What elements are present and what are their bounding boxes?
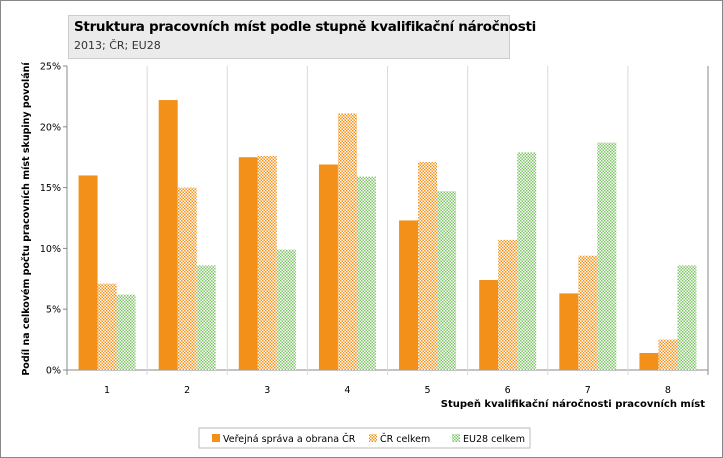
x-tick-label: 5 — [425, 385, 431, 396]
y-tick-label: 25% — [40, 62, 61, 73]
bar-3-3 — [276, 249, 296, 370]
bar-2-3 — [257, 155, 277, 370]
y-axis-label: Podíl na celkovém počtu pracovních míst … — [21, 62, 32, 376]
bar-3-8 — [677, 265, 697, 370]
bar-2-4 — [337, 113, 357, 370]
bar-1-8 — [639, 352, 659, 370]
x-tick-label: 1 — [104, 385, 110, 396]
bar-2-7 — [578, 255, 598, 370]
bar-2-1 — [97, 283, 117, 370]
bar-2-5 — [418, 162, 438, 370]
y-tick-label: 20% — [40, 122, 61, 133]
bar-1-7 — [559, 293, 579, 370]
bar-1-6 — [479, 280, 499, 370]
bar-1-1 — [78, 175, 98, 370]
y-tick-label: 10% — [40, 244, 61, 255]
chart-subtitle: 2013; ČR; EU28 — [74, 39, 161, 52]
bar-1-5 — [399, 220, 419, 370]
bar-1-3 — [238, 157, 258, 370]
legend-swatch — [212, 434, 220, 442]
x-tick-label: 8 — [665, 385, 671, 396]
x-tick-label: 2 — [184, 385, 190, 396]
title-box: Struktura pracovních míst podle stupně k… — [68, 15, 536, 59]
x-axis-label: Stupeň kvalifikační náročnosti pracovníc… — [441, 398, 705, 410]
bar-1-2 — [158, 100, 178, 370]
bar-2-2 — [177, 187, 197, 370]
bar-3-6 — [517, 152, 537, 370]
x-tick-label: 3 — [264, 385, 270, 396]
x-tick-label: 7 — [585, 385, 591, 396]
legend-swatch — [369, 434, 377, 442]
bar-3-5 — [437, 191, 457, 370]
bar-1-4 — [318, 164, 338, 370]
bar-3-1 — [116, 294, 136, 370]
y-tick-label: 0% — [46, 366, 61, 377]
y-tick-label: 5% — [46, 305, 61, 316]
legend: Veřejná správa a obrana ČR ČR celkem EU28 … — [198, 427, 531, 449]
legend-label: ČR celkem — [380, 433, 430, 445]
x-tick-label: 6 — [505, 385, 511, 396]
legend-label: Veřejná správa a obrana ČR — [223, 433, 356, 445]
x-tick-label: 4 — [344, 385, 350, 396]
bar-3-7 — [597, 142, 617, 370]
chart-title: Struktura pracovních míst podle stupně k… — [74, 19, 536, 35]
legend-label: EU28 celkem — [463, 434, 525, 445]
bar-2-8 — [658, 339, 678, 370]
bar-3-4 — [356, 176, 376, 370]
bar-2-6 — [498, 239, 518, 370]
y-tick-label: 15% — [40, 183, 61, 194]
bar-3-2 — [196, 265, 216, 370]
legend-swatch — [452, 434, 460, 442]
